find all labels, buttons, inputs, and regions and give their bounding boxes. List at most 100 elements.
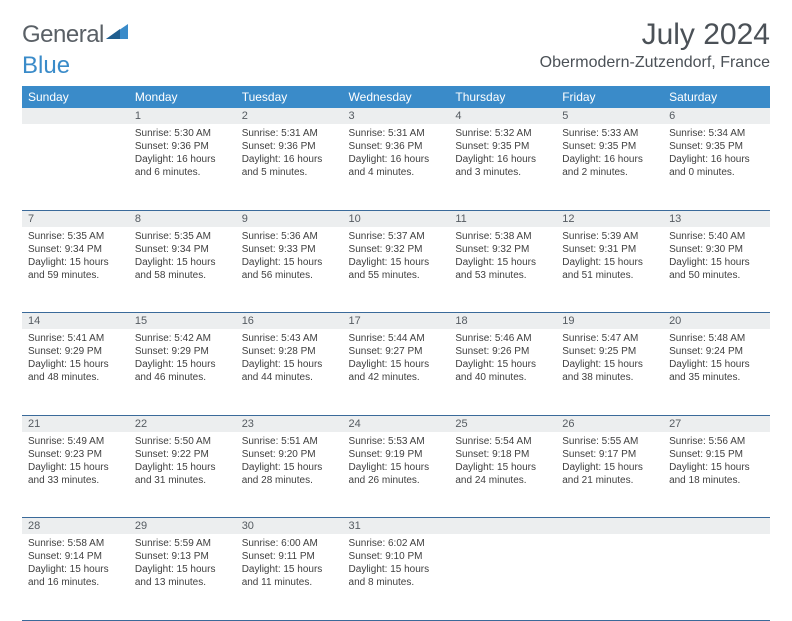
- sunrise-text: Sunrise: 5:42 AM: [135, 332, 230, 345]
- day-number-cell: 9: [236, 210, 343, 227]
- month-title: July 2024: [540, 18, 770, 52]
- sunrise-text: Sunrise: 5:30 AM: [135, 127, 230, 140]
- day-number-cell: 5: [556, 108, 663, 124]
- daylight-text-1: Daylight: 15 hours: [349, 461, 444, 474]
- daylight-text-2: and 38 minutes.: [562, 371, 657, 384]
- logo-triangle-icon: [106, 18, 128, 46]
- day-body-cell: Sunrise: 5:36 AMSunset: 9:33 PMDaylight:…: [236, 227, 343, 313]
- daylight-text-2: and 31 minutes.: [135, 474, 230, 487]
- day-number-cell: 30: [236, 518, 343, 535]
- daylight-text-2: and 40 minutes.: [455, 371, 550, 384]
- day-number-cell: 28: [22, 518, 129, 535]
- day-number-row: 21222324252627: [22, 415, 770, 432]
- weekday-header: Saturday: [663, 86, 770, 108]
- daylight-text-1: Daylight: 15 hours: [28, 461, 123, 474]
- daylight-text-1: Daylight: 15 hours: [242, 563, 337, 576]
- daylight-text-2: and 13 minutes.: [135, 576, 230, 589]
- daylight-text-1: Daylight: 15 hours: [669, 358, 764, 371]
- day-number-row: 14151617181920: [22, 313, 770, 330]
- day-body-cell: Sunrise: 5:35 AMSunset: 9:34 PMDaylight:…: [129, 227, 236, 313]
- day-number-cell: [663, 518, 770, 535]
- sunset-text: Sunset: 9:32 PM: [349, 243, 444, 256]
- daylight-text-2: and 21 minutes.: [562, 474, 657, 487]
- sunset-text: Sunset: 9:23 PM: [28, 448, 123, 461]
- day-body-row: Sunrise: 5:49 AMSunset: 9:23 PMDaylight:…: [22, 432, 770, 518]
- day-body-cell: Sunrise: 5:30 AMSunset: 9:36 PMDaylight:…: [129, 124, 236, 210]
- day-body-cell: Sunrise: 5:39 AMSunset: 9:31 PMDaylight:…: [556, 227, 663, 313]
- daylight-text-2: and 56 minutes.: [242, 269, 337, 282]
- day-body-cell: [449, 534, 556, 620]
- logo: General: [22, 18, 128, 52]
- sunrise-text: Sunrise: 5:58 AM: [28, 537, 123, 550]
- daylight-text-1: Daylight: 16 hours: [669, 153, 764, 166]
- daylight-text-2: and 24 minutes.: [455, 474, 550, 487]
- day-body-cell: Sunrise: 5:37 AMSunset: 9:32 PMDaylight:…: [343, 227, 450, 313]
- daylight-text-1: Daylight: 15 hours: [455, 358, 550, 371]
- day-body-cell: Sunrise: 5:50 AMSunset: 9:22 PMDaylight:…: [129, 432, 236, 518]
- daylight-text-2: and 16 minutes.: [28, 576, 123, 589]
- daylight-text-2: and 44 minutes.: [242, 371, 337, 384]
- sunset-text: Sunset: 9:19 PM: [349, 448, 444, 461]
- weekday-header: Tuesday: [236, 86, 343, 108]
- daylight-text-1: Daylight: 16 hours: [135, 153, 230, 166]
- weekday-header: Monday: [129, 86, 236, 108]
- sunrise-text: Sunrise: 5:38 AM: [455, 230, 550, 243]
- daylight-text-2: and 58 minutes.: [135, 269, 230, 282]
- daylight-text-1: Daylight: 15 hours: [349, 256, 444, 269]
- daylight-text-2: and 6 minutes.: [135, 166, 230, 179]
- sunset-text: Sunset: 9:22 PM: [135, 448, 230, 461]
- day-body-cell: [22, 124, 129, 210]
- sunset-text: Sunset: 9:25 PM: [562, 345, 657, 358]
- day-body-cell: Sunrise: 5:59 AMSunset: 9:13 PMDaylight:…: [129, 534, 236, 620]
- day-number-cell: 12: [556, 210, 663, 227]
- day-body-cell: Sunrise: 5:56 AMSunset: 9:15 PMDaylight:…: [663, 432, 770, 518]
- day-number-cell: 21: [22, 415, 129, 432]
- sunset-text: Sunset: 9:17 PM: [562, 448, 657, 461]
- sunset-text: Sunset: 9:35 PM: [669, 140, 764, 153]
- sunrise-text: Sunrise: 5:40 AM: [669, 230, 764, 243]
- day-number-cell: 19: [556, 313, 663, 330]
- daylight-text-2: and 55 minutes.: [349, 269, 444, 282]
- daylight-text-1: Daylight: 15 hours: [135, 358, 230, 371]
- sunrise-text: Sunrise: 5:47 AM: [562, 332, 657, 345]
- daylight-text-2: and 35 minutes.: [669, 371, 764, 384]
- daylight-text-2: and 46 minutes.: [135, 371, 230, 384]
- sunset-text: Sunset: 9:36 PM: [242, 140, 337, 153]
- day-body-cell: [556, 534, 663, 620]
- day-body-cell: Sunrise: 5:54 AMSunset: 9:18 PMDaylight:…: [449, 432, 556, 518]
- day-body-cell: Sunrise: 5:44 AMSunset: 9:27 PMDaylight:…: [343, 329, 450, 415]
- day-number-cell: 24: [343, 415, 450, 432]
- day-body-cell: Sunrise: 5:53 AMSunset: 9:19 PMDaylight:…: [343, 432, 450, 518]
- daylight-text-1: Daylight: 15 hours: [562, 256, 657, 269]
- sunrise-text: Sunrise: 5:32 AM: [455, 127, 550, 140]
- sunset-text: Sunset: 9:14 PM: [28, 550, 123, 563]
- sunset-text: Sunset: 9:20 PM: [242, 448, 337, 461]
- sunset-text: Sunset: 9:34 PM: [135, 243, 230, 256]
- daylight-text-1: Daylight: 15 hours: [349, 563, 444, 576]
- daylight-text-2: and 26 minutes.: [349, 474, 444, 487]
- day-number-cell: 4: [449, 108, 556, 124]
- sunset-text: Sunset: 9:15 PM: [669, 448, 764, 461]
- daylight-text-2: and 48 minutes.: [28, 371, 123, 384]
- day-body-cell: Sunrise: 5:47 AMSunset: 9:25 PMDaylight:…: [556, 329, 663, 415]
- sunset-text: Sunset: 9:35 PM: [455, 140, 550, 153]
- sunset-text: Sunset: 9:36 PM: [135, 140, 230, 153]
- day-number-cell: 11: [449, 210, 556, 227]
- day-body-row: Sunrise: 5:41 AMSunset: 9:29 PMDaylight:…: [22, 329, 770, 415]
- day-number-cell: 20: [663, 313, 770, 330]
- day-body-cell: Sunrise: 5:32 AMSunset: 9:35 PMDaylight:…: [449, 124, 556, 210]
- daylight-text-1: Daylight: 15 hours: [455, 256, 550, 269]
- day-body-cell: Sunrise: 5:55 AMSunset: 9:17 PMDaylight:…: [556, 432, 663, 518]
- daylight-text-1: Daylight: 15 hours: [135, 461, 230, 474]
- day-number-cell: 2: [236, 108, 343, 124]
- daylight-text-2: and 42 minutes.: [349, 371, 444, 384]
- day-number-cell: 22: [129, 415, 236, 432]
- day-body-cell: Sunrise: 6:02 AMSunset: 9:10 PMDaylight:…: [343, 534, 450, 620]
- daylight-text-1: Daylight: 16 hours: [242, 153, 337, 166]
- day-number-cell: 29: [129, 518, 236, 535]
- day-number-cell: [556, 518, 663, 535]
- sunrise-text: Sunrise: 5:37 AM: [349, 230, 444, 243]
- day-body-cell: Sunrise: 5:31 AMSunset: 9:36 PMDaylight:…: [343, 124, 450, 210]
- day-body-cell: Sunrise: 5:35 AMSunset: 9:34 PMDaylight:…: [22, 227, 129, 313]
- day-number-cell: 31: [343, 518, 450, 535]
